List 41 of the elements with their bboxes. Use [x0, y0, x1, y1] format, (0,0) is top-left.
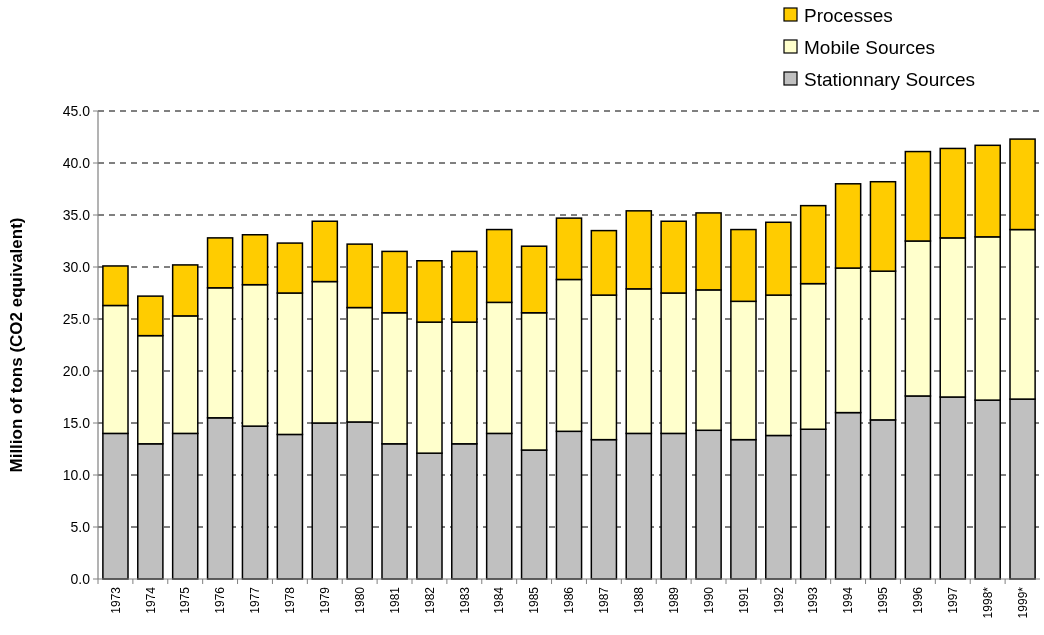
x-tick-label: 1976	[213, 586, 228, 614]
x-tick-label: 1999*	[1015, 586, 1030, 619]
y-tick-label: 15.0	[62, 414, 91, 431]
y-tick-label: 30.0	[62, 258, 91, 275]
x-tick-label: 1981	[387, 586, 402, 614]
x-tick-label: 1995	[876, 586, 891, 614]
x-tick-label: 1994	[841, 586, 856, 614]
y-tick-label: 40.0	[62, 154, 91, 171]
x-tick-label: 1980	[352, 586, 367, 614]
x-tick-label: 1975	[178, 586, 193, 614]
x-tick-label: 1992	[771, 586, 786, 614]
x-tick-label: 1977	[248, 586, 263, 614]
y-axis-title: Million of tons (CO2 equivalent)	[7, 217, 26, 473]
y-tick-label: 35.0	[62, 206, 91, 223]
x-tick-label: 1985	[527, 586, 542, 614]
x-tick-label: 1997	[945, 586, 960, 614]
y-tick-label: 20.0	[62, 362, 91, 379]
x-tick-label: 1996	[911, 586, 926, 614]
legend-label: Stationnary Sources	[804, 68, 976, 90]
y-tick-label: 0.0	[70, 570, 91, 587]
x-tick-label: 1973	[108, 586, 123, 614]
x-tick-label: 1983	[457, 586, 472, 614]
x-tick-label: 1988	[631, 586, 646, 614]
x-tick-label: 1979	[317, 586, 332, 614]
x-tick-label: 1987	[597, 586, 612, 614]
x-tick-label: 1990	[701, 586, 716, 614]
x-tick-label: 1982	[422, 586, 437, 614]
y-tick-label: 5.0	[70, 518, 91, 535]
x-tick-label: 1998*	[980, 586, 995, 619]
x-tick-label: 1993	[806, 586, 821, 614]
x-tick-label: 1974	[143, 586, 158, 614]
x-tick-label: 1986	[562, 586, 577, 614]
x-tick-label: 1991	[736, 586, 751, 614]
legend-label: Mobile Sources	[804, 36, 935, 58]
y-tick-label: 10.0	[62, 466, 91, 483]
y-tick-label: 45.0	[62, 102, 91, 119]
x-tick-label: 1989	[666, 586, 681, 614]
y-tick-label: 25.0	[62, 310, 91, 327]
x-tick-label: 1984	[492, 586, 507, 614]
legend-label: Processes	[804, 4, 893, 26]
x-tick-label: 1978	[283, 586, 298, 614]
